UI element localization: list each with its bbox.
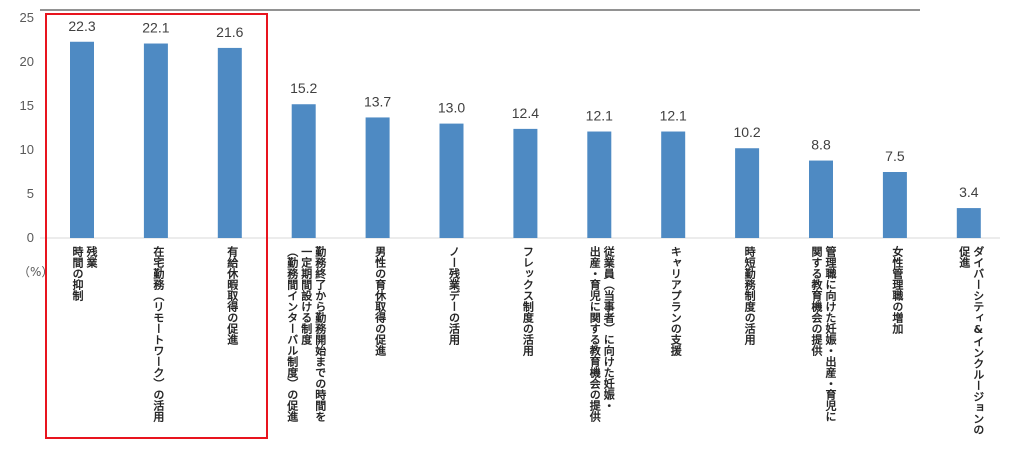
data-label: 13.7 — [364, 93, 391, 109]
y-tick-label: 20 — [20, 54, 34, 69]
data-label: 22.1 — [142, 20, 169, 36]
x-tick-label-line: （勤務間インターバル制度）の促進 — [285, 246, 299, 422]
highlight-box — [45, 13, 268, 439]
bar — [956, 208, 981, 238]
x-tick-label-line: 関する教育機会の提供 — [810, 246, 823, 356]
x-tick-label-line: 時間の抑制 — [71, 246, 84, 301]
x-tick-label: 従業員（当事者）に向けた妊娠・ 出産・育児に関する教育機会の提供 — [587, 246, 615, 446]
data-label: 12.4 — [512, 105, 539, 121]
x-tick-label: 男性の育休取得の促進 — [373, 246, 387, 446]
x-tick-label-line: キャリアプランの支援 — [669, 246, 683, 356]
x-tick-label-line: ダイバーシティ&インクルージョンの — [971, 246, 985, 435]
y-tick-label: 15 — [20, 98, 34, 113]
x-tick-label: 時短勤務制度の活用 — [742, 246, 756, 446]
x-tick-label: キャリアプランの支援 — [668, 246, 682, 446]
x-tick-label: ノー残業デーの活用 — [447, 246, 461, 446]
data-label: 22.3 — [68, 18, 95, 34]
x-tick-label-line: 時短勤務制度の活用 — [743, 246, 757, 345]
y-tick-label: 25 — [20, 10, 34, 25]
bar-series — [70, 41, 981, 239]
data-label: 10.2 — [733, 124, 760, 140]
bar — [143, 43, 168, 238]
data-label: 12.1 — [586, 108, 613, 124]
bar — [291, 104, 316, 239]
x-tick-label-line: 残業 — [85, 246, 98, 268]
y-tick-label: 0 — [27, 230, 34, 245]
x-tick-label-line: 在宅勤務（リモートワーク）の活用 — [151, 246, 165, 422]
x-tick-label-line: 管理職に向けた妊娠・出産・育児に — [824, 246, 837, 422]
x-tick-label-line: 従業員（当事者）に向けた妊娠・ — [602, 246, 616, 411]
bar — [365, 117, 390, 238]
data-label: 13.0 — [438, 100, 465, 116]
bar — [217, 47, 242, 238]
bar — [587, 131, 612, 238]
x-tick-label: 残業 時間の抑制 — [70, 246, 98, 446]
x-tick-label-line: 出産・育児に関する教育機会の提供 — [588, 246, 602, 422]
x-tick-label-line: 一定期間設ける制度 — [299, 246, 313, 345]
y-unit-label: （%） — [18, 265, 53, 279]
x-tick-label: 女性管理職の増加 — [890, 246, 904, 446]
data-label: 21.6 — [216, 24, 243, 40]
x-tick-label: 勤務終了から勤務開始までの時間を 一定期間設ける制度 （勤務間インターバル制度）… — [285, 246, 327, 446]
x-tick-label: 在宅勤務（リモートワーク）の活用 — [151, 246, 165, 446]
x-tick-label: 管理職に向けた妊娠・出産・育児に 関する教育機会の提供 — [809, 246, 837, 446]
data-label: 3.4 — [959, 184, 979, 200]
x-tick-label-line: 男性の育休取得の促進 — [373, 246, 387, 356]
bar — [809, 160, 833, 238]
x-tick-label-line: フレックス制度の活用 — [521, 246, 535, 356]
bar — [513, 128, 538, 238]
y-tick-label: 5 — [27, 186, 34, 201]
bar — [439, 123, 464, 238]
x-tick-label-line: 促進 — [957, 246, 971, 268]
bar — [70, 41, 94, 239]
data-label: 8.8 — [811, 137, 831, 153]
x-tick-label-line: 女性管理職の増加 — [890, 246, 904, 334]
data-label: 15.2 — [290, 80, 317, 96]
x-tick-label: フレックス制度の活用 — [520, 246, 534, 446]
bar — [882, 172, 907, 238]
data-label: 12.1 — [660, 108, 687, 124]
bar — [661, 131, 686, 238]
x-tick-label-line: 有給休暇取得の促進 — [225, 246, 239, 345]
x-tick-label-line: ノー残業デーの活用 — [447, 246, 461, 345]
y-tick-label: 10 — [20, 142, 34, 157]
data-labels: 22.3 22.1 21.6 15.2 13.7 13.0 12.4 12.1 12.1 10.2… — [68, 18, 978, 200]
x-tick-label: 有給休暇取得の促進 — [225, 246, 239, 446]
bar — [735, 148, 760, 238]
data-label: 7.5 — [885, 148, 905, 164]
x-tick-label-line: 勤務終了から勤務開始までの時間を — [313, 246, 327, 422]
x-tick-label: ダイバーシティ&インクルージョンの 促進 — [957, 246, 985, 446]
y-axis: 0 5 10 15 20 25 — [20, 10, 34, 245]
